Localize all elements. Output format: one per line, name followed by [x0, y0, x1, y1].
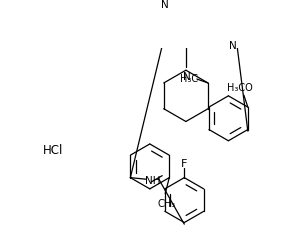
Text: N: N — [161, 0, 169, 10]
Text: F: F — [181, 159, 187, 169]
Text: H₃CO: H₃CO — [227, 83, 253, 93]
Text: H₃C: H₃C — [180, 74, 198, 84]
Text: HCl: HCl — [43, 143, 63, 156]
Text: N: N — [183, 72, 190, 81]
Text: N: N — [229, 40, 237, 50]
Text: NH: NH — [145, 175, 161, 185]
Text: CH₃: CH₃ — [158, 199, 176, 208]
